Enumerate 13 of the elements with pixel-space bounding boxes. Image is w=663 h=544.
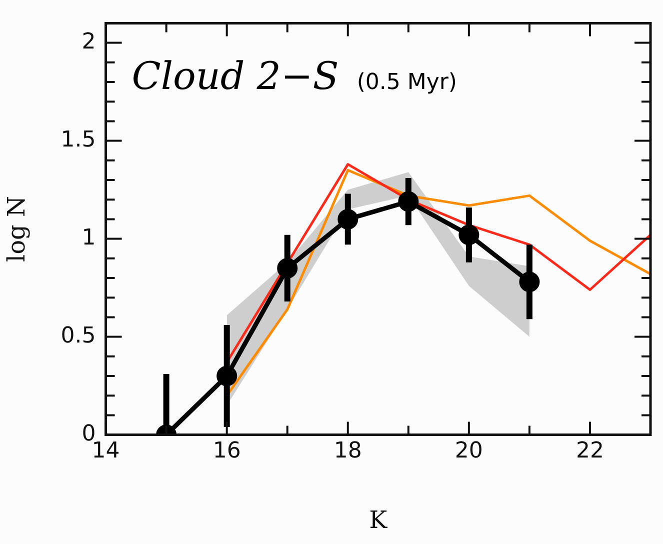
y-tick-label: 1.5 xyxy=(60,128,96,153)
x-tick-label: 22 xyxy=(576,438,604,464)
x-tick-label: 20 xyxy=(454,438,483,464)
y-tick-label: 0.5 xyxy=(60,324,96,349)
text: Cloud 2−S xyxy=(132,54,339,98)
x-tick-label: 18 xyxy=(334,438,362,464)
y-tick-label: 1 xyxy=(82,226,96,251)
x-axis-title: K xyxy=(369,506,388,534)
x-tick-label: 14 xyxy=(92,438,120,464)
y-axis-title: log N xyxy=(2,196,31,262)
x-tick-label: 16 xyxy=(212,438,241,464)
y-tick-label: 2 xyxy=(82,30,96,55)
text: (0.5 Myr) xyxy=(356,70,458,96)
